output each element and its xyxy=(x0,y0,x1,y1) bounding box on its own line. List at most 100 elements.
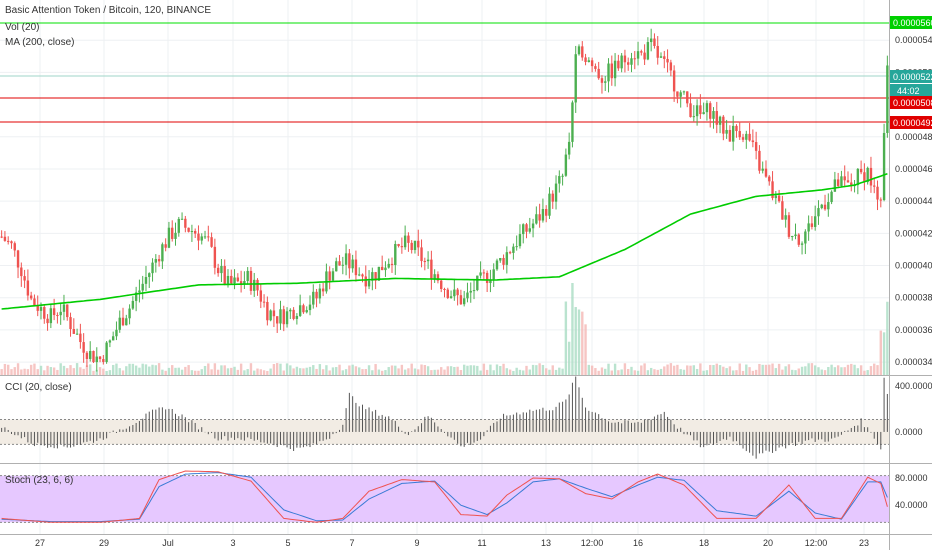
volume-bar xyxy=(275,363,279,375)
volume-bar xyxy=(226,368,230,375)
chart-title[interactable]: Basic Attention Token / Bitcoin, 120, BI… xyxy=(5,5,211,16)
candle-body xyxy=(275,316,279,324)
volume-bar xyxy=(715,363,718,375)
volume-bar xyxy=(446,366,449,375)
volume-bar xyxy=(850,363,853,375)
candle-body xyxy=(879,199,882,201)
volume-bar xyxy=(161,369,164,375)
volume-bar xyxy=(515,367,518,375)
ma-label[interactable]: MA (200, close) xyxy=(5,37,74,48)
volume-bar xyxy=(751,370,755,375)
volume-bar xyxy=(833,367,837,375)
candle-body xyxy=(627,62,630,65)
volume-bar xyxy=(804,366,807,375)
candle-body xyxy=(515,246,518,248)
stoch-label[interactable]: Stoch (23, 6, 6) xyxy=(5,475,73,486)
time-tick-label: 12:00 xyxy=(805,538,828,548)
candle-body xyxy=(348,253,351,269)
candle-body xyxy=(466,292,469,299)
volume-bar xyxy=(423,364,427,375)
time-tick-label: 27 xyxy=(35,538,45,548)
volume-bar xyxy=(302,368,305,375)
candle-body xyxy=(584,57,587,62)
candle-body xyxy=(810,223,814,227)
candle-body xyxy=(164,244,167,248)
horizontal-levels[interactable] xyxy=(0,22,889,123)
volume-bar xyxy=(731,370,735,375)
volume-bar xyxy=(600,367,604,375)
volume-bar xyxy=(443,369,446,375)
volume-bar xyxy=(800,366,804,375)
candle-body xyxy=(125,318,128,326)
candle-body xyxy=(49,308,53,324)
volume-bar xyxy=(823,370,827,375)
volume-bar xyxy=(666,364,669,375)
volume-bar xyxy=(72,368,76,375)
volume-bar xyxy=(499,366,502,375)
price-tick-label: 0.00003400 xyxy=(895,357,932,367)
volume-bar xyxy=(239,363,243,375)
candle-body xyxy=(85,352,89,359)
candle-body xyxy=(213,246,217,268)
volume-bar xyxy=(115,363,118,375)
candle-body xyxy=(223,266,226,284)
volume-bar xyxy=(36,369,39,375)
candle-body xyxy=(102,359,105,362)
volume-bar xyxy=(643,363,646,375)
volume-bar xyxy=(630,366,633,375)
candle-body xyxy=(292,309,295,319)
volume-bar xyxy=(403,369,407,375)
cci-label[interactable]: CCI (20, close) xyxy=(5,382,72,393)
volume-bar xyxy=(522,370,525,375)
candle-body xyxy=(646,42,650,60)
candle-body xyxy=(590,60,594,67)
volume-bar xyxy=(426,366,430,375)
candle-body xyxy=(239,281,243,285)
candle-body xyxy=(59,311,62,316)
candle-body xyxy=(187,227,190,232)
candle-body xyxy=(321,288,325,292)
candle-body xyxy=(649,38,653,43)
volume-bar xyxy=(830,364,833,375)
time-axis[interactable]: 27 29 Jul 3 5 7 9 11 13 12:00 16 18 20 12:00 23 xyxy=(35,538,869,548)
candle-body xyxy=(302,305,305,313)
candle-body xyxy=(787,215,791,237)
candle-body xyxy=(462,298,466,305)
candle-body xyxy=(476,275,479,291)
candle-body xyxy=(118,317,121,330)
volume-bar xyxy=(541,364,545,375)
volume-bar xyxy=(394,365,397,375)
candle-body xyxy=(663,56,666,59)
cci-tick-0: 0.0000 xyxy=(895,427,923,437)
candle-body xyxy=(397,244,400,247)
volume-bar xyxy=(141,363,144,375)
candle-body xyxy=(869,167,873,186)
volume-bar xyxy=(610,370,614,375)
candle-body xyxy=(859,168,863,173)
volume-bar xyxy=(554,369,558,375)
candle-body xyxy=(210,237,213,247)
candle-body xyxy=(774,195,778,199)
candle-body xyxy=(453,289,456,297)
price-tick-label: 0.00004800 xyxy=(895,132,932,142)
price-tick-label: 0.00005400 xyxy=(895,35,932,45)
volume-bar xyxy=(282,370,285,375)
candle-body xyxy=(72,328,76,334)
volume-bar xyxy=(331,367,335,375)
candle-body xyxy=(705,103,709,113)
volume-bar xyxy=(56,369,59,375)
volume-bar xyxy=(26,369,30,375)
volume-bar xyxy=(23,368,26,375)
volume-bar xyxy=(348,365,351,375)
volume-bar xyxy=(230,367,233,375)
volume-bar xyxy=(453,366,456,375)
candle-body xyxy=(430,259,433,279)
candle-body xyxy=(833,179,837,192)
candle-body xyxy=(167,227,171,248)
volume-bar xyxy=(807,363,810,375)
volume-label[interactable]: Vol (20) xyxy=(5,22,39,33)
candle-body xyxy=(203,236,207,238)
volume-bar xyxy=(39,365,43,375)
candle-body xyxy=(308,304,312,311)
